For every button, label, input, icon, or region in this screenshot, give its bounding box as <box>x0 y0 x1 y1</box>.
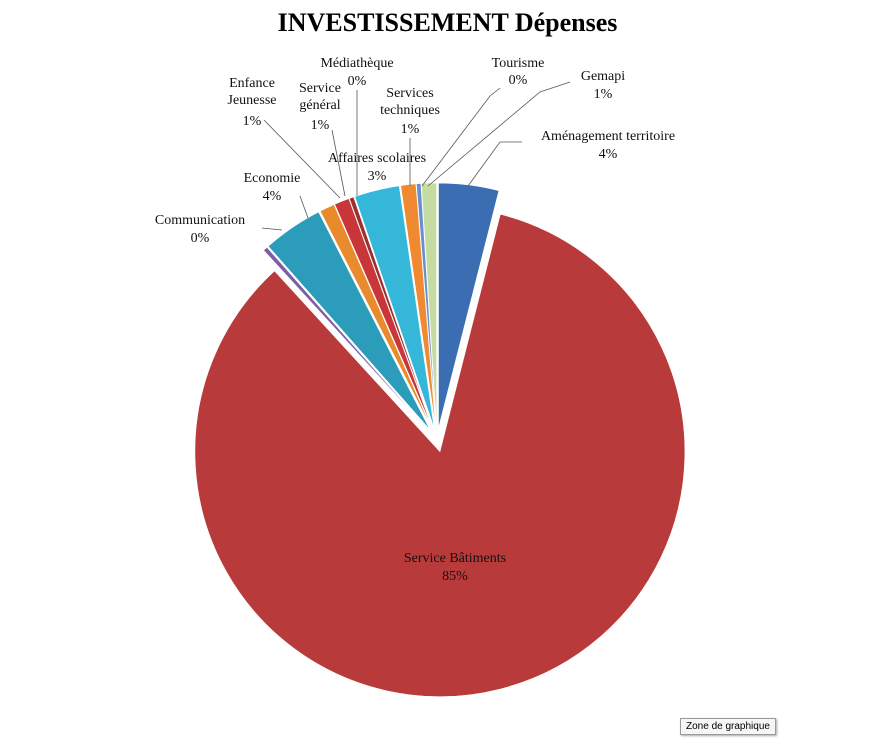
slice-value-label: 4% <box>262 189 282 204</box>
chart-title: INVESTISSEMENT Dépenses <box>277 8 618 37</box>
slice-label: Tourisme <box>491 56 545 71</box>
slice-label: Service général <box>299 81 341 113</box>
leader-line <box>261 227 283 231</box>
leader-line <box>427 81 571 187</box>
pie-slice <box>334 198 433 429</box>
slice-value-label: 1% <box>310 118 330 133</box>
leader-line <box>421 87 501 187</box>
slice-value-label: 4% <box>598 147 618 162</box>
slice-label: Economie <box>243 171 301 186</box>
slice-value-label: 1% <box>400 122 420 137</box>
pie-slice <box>319 204 433 430</box>
pie-slice <box>267 211 431 431</box>
leader-line <box>299 195 309 219</box>
slice-value-label: 0% <box>347 74 367 89</box>
slice-label: Aménagement territoire <box>540 129 676 144</box>
slice-value-label: 85% <box>442 569 468 584</box>
slice-value-label: 3% <box>367 169 387 184</box>
slice-value-label: 0% <box>190 231 210 246</box>
leader-line <box>263 119 341 199</box>
tooltip: Zone de graphique <box>680 718 776 735</box>
pie-slice <box>421 182 437 429</box>
pie-slice <box>416 183 437 429</box>
leader-line <box>467 141 522 187</box>
slice-label: Médiathèque <box>320 56 394 71</box>
slice-value-label: 0% <box>508 73 528 88</box>
slice-label: Affaires scolaires <box>327 151 427 166</box>
pie-slice <box>348 196 434 429</box>
pie-slice <box>354 185 435 429</box>
pie-slice <box>263 246 430 432</box>
slice-label: Gemapi <box>580 69 626 84</box>
slice-label: Service Bâtiments <box>403 551 507 566</box>
slice-value-label: 1% <box>242 114 262 129</box>
slice-label: Services techniques <box>380 86 440 118</box>
slice-label: Communication <box>154 213 246 228</box>
pie-slice <box>194 213 686 697</box>
slice-value-label: 1% <box>593 87 613 102</box>
slice-label: Enfance Jeunesse <box>227 76 277 108</box>
leader-line <box>331 129 346 197</box>
pie-slice <box>400 183 436 429</box>
